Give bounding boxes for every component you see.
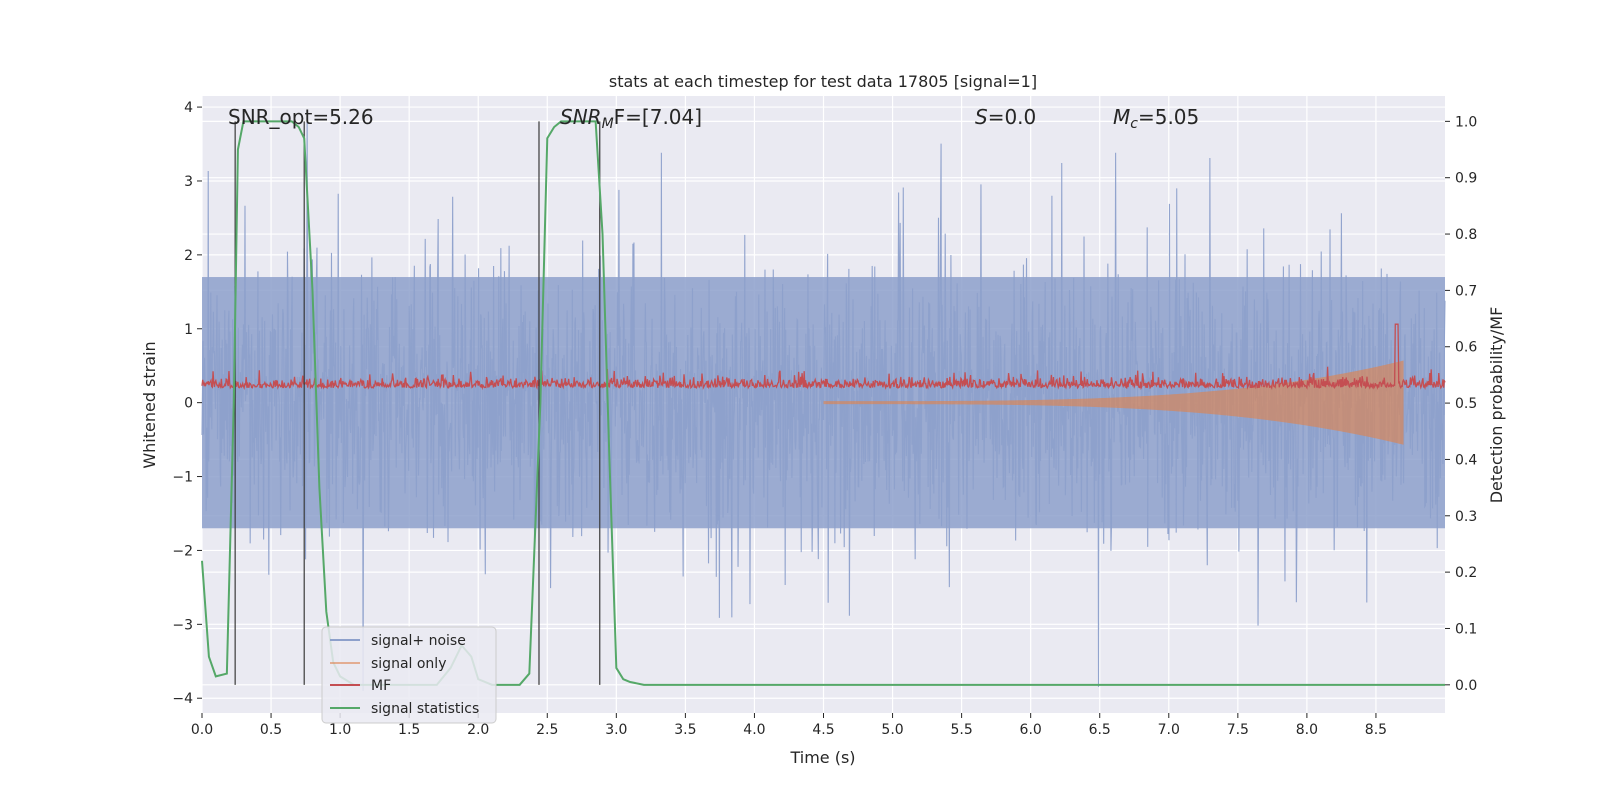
y-right-tick-label: 0.9: [1455, 171, 1477, 187]
x-tick-label: 4.0: [743, 722, 765, 738]
y-left-tick-label: 4: [184, 100, 193, 116]
x-tick-label: 5.0: [881, 722, 903, 738]
x-tick-label: 3.5: [674, 722, 696, 738]
y-right-tick-label: 0.7: [1455, 283, 1477, 299]
legend-label-mf: MF: [371, 678, 391, 694]
y-right-tick-label: 0.8: [1455, 227, 1477, 243]
legend-label-signal-only: signal only: [371, 656, 446, 672]
x-axis-ticks: 0.0 0.5 1.0 1.5 2.0 2.5 3.0 3.5 4.0 4.5 5.0 5.5 6.0 6…: [191, 713, 1387, 738]
y-left-tick-label: −4: [172, 691, 193, 707]
y-right-axis-label: Detection probability/MF: [1487, 307, 1506, 504]
y-right-tick-label: 0.1: [1455, 621, 1477, 637]
mf-series: [201, 323, 1446, 391]
x-axis-label: Time (s): [789, 748, 855, 767]
y-left-axis-label: Whitened strain: [140, 341, 159, 468]
y-left-tick-label: −3: [172, 617, 193, 633]
y-right-axis-ticks: 0.0 0.1 0.2 0.3 0.4 0.5 0.6 0.7 0.8 0.9 1.0: [1445, 114, 1477, 694]
signal-only-series: [823, 360, 1404, 445]
x-tick-label: 6.0: [1020, 722, 1042, 738]
y-right-tick-label: 0.0: [1455, 678, 1477, 694]
y-right-tick-label: 0.3: [1455, 509, 1477, 525]
snr-opt-annotation: SNR_opt=5.26: [228, 105, 374, 129]
x-tick-label: 2.0: [467, 722, 489, 738]
legend: signal+ noise signal only MF signal stat…: [321, 626, 497, 724]
x-tick-label: 0.5: [260, 722, 282, 738]
chart-title: stats at each timestep for test data 178…: [609, 72, 1037, 91]
y-right-tick-label: 0.4: [1455, 452, 1477, 468]
x-tick-label: 1.0: [329, 722, 351, 738]
x-tick-label: 1.5: [398, 722, 420, 738]
y-right-tick-label: 0.2: [1455, 565, 1477, 581]
x-tick-label: 2.5: [536, 722, 558, 738]
snr-mf-annotation: SNRMF=[7.04]: [560, 105, 702, 132]
detection-window-lines: [234, 121, 601, 685]
y-right-tick-label: 0.5: [1455, 396, 1477, 412]
y-left-tick-label: 3: [184, 174, 193, 190]
x-tick-label: 7.0: [1158, 722, 1180, 738]
x-tick-label: 7.5: [1227, 722, 1249, 738]
x-tick-label: 6.5: [1089, 722, 1111, 738]
legend-label-signal-noise: signal+ noise: [371, 633, 466, 649]
y-left-tick-label: 2: [184, 248, 193, 264]
legend-label-signal-statistics: signal statistics: [371, 701, 479, 717]
signal-noise-line: [201, 114, 1446, 691]
mc-annotation: Mc=5.05: [1113, 105, 1199, 132]
x-tick-label: 3.0: [605, 722, 627, 738]
y-right-tick-label: 0.6: [1455, 340, 1477, 356]
mf-line: [201, 323, 1446, 391]
y-left-tick-label: 0: [184, 396, 193, 412]
y-right-tick-label: 1.0: [1455, 114, 1477, 130]
x-tick-label: 5.5: [950, 722, 972, 738]
x-tick-label: 8.5: [1365, 722, 1387, 738]
s-annotation: S=0.0: [975, 105, 1036, 129]
y-left-axis-ticks: −4 −3 −2 −1 0 1 2 3 4: [172, 100, 202, 707]
signal-only-envelope: [823, 360, 1404, 445]
x-tick-label: 8.0: [1296, 722, 1318, 738]
y-left-tick-label: −1: [172, 470, 193, 486]
x-tick-label: 4.5: [812, 722, 834, 738]
y-left-tick-label: −2: [172, 543, 193, 559]
legend-box: [321, 626, 497, 724]
x-tick-label: 0.0: [191, 722, 213, 738]
y-left-tick-label: 1: [184, 322, 193, 338]
